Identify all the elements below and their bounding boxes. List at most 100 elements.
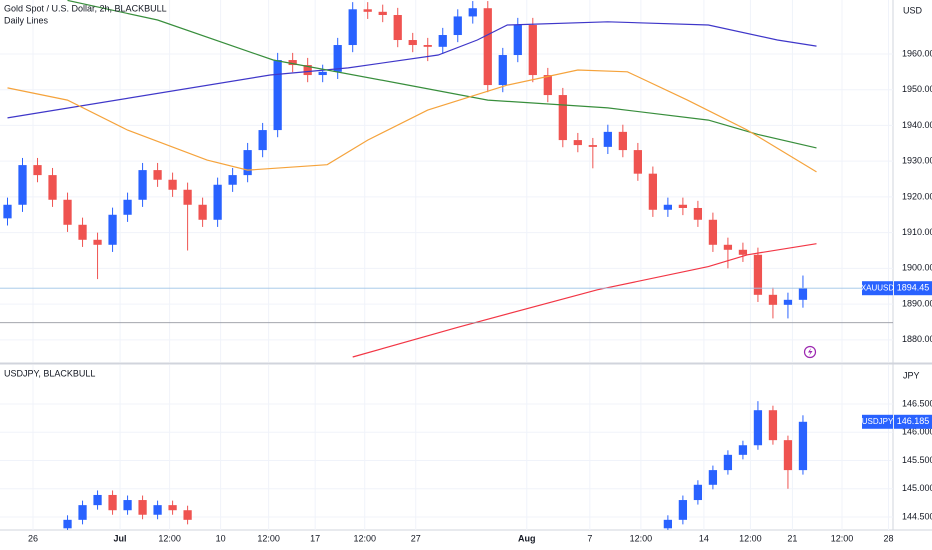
candle-body [798, 288, 808, 300]
indicator-name: Daily Lines [4, 15, 49, 25]
candle-body [3, 204, 12, 219]
candle-body [723, 244, 733, 250]
candle-body [648, 173, 657, 210]
candle-body [273, 60, 282, 131]
candle-body [93, 239, 102, 245]
candle-body [243, 150, 252, 176]
candle-body [483, 8, 492, 86]
last-price-tag [894, 414, 932, 429]
candle-body [78, 224, 87, 240]
usdjpy-pane [0, 365, 893, 530]
y-tick-label: 1930.00 [902, 156, 932, 166]
candle-body [363, 9, 372, 12]
daily-line [67, 0, 817, 149]
pane-title: Gold Spot / U.S. Dollar, 2h, BLACKBULL [4, 3, 167, 13]
candle-body [678, 204, 688, 208]
y-tick-label: 1910.00 [902, 227, 932, 237]
x-tick-label: 28 [883, 533, 893, 543]
x-tick-label: 12:00 [630, 533, 653, 543]
candle-body [738, 249, 748, 255]
candle-body [48, 175, 57, 200]
candle-body [378, 11, 387, 16]
candle-body [783, 440, 793, 471]
candle-body [18, 165, 27, 205]
last-price-label: 146.185 [897, 416, 930, 426]
symbol-tag [862, 414, 893, 429]
candle-body [573, 140, 582, 146]
x-tick-label: 14 [699, 533, 709, 543]
x-tick-label: 27 [411, 533, 421, 543]
candle-body [633, 150, 642, 174]
y-tick-label: 1880.00 [902, 334, 932, 344]
candle-body [738, 445, 748, 455]
last-price-label: 1894.45 [897, 283, 930, 293]
candle-body [288, 60, 297, 66]
candle-body [183, 189, 192, 205]
candle-body [63, 199, 72, 225]
candle-body [393, 15, 402, 41]
x-tick-label: 12:00 [257, 533, 280, 543]
y-tick-label: 1940.00 [902, 120, 932, 130]
candle-body [33, 165, 42, 176]
candle-body [453, 16, 462, 36]
candle-body [498, 55, 507, 86]
candle-body [798, 421, 808, 471]
candle-body [513, 25, 522, 56]
y-tick-label: 1890.00 [902, 298, 932, 308]
symbol-tag-label: XAUUSD [861, 283, 895, 292]
candle-body [108, 494, 117, 511]
y-tick-label: 1960.00 [902, 48, 932, 58]
candle-body [708, 470, 718, 485]
candle-body [693, 484, 703, 501]
daily-line [7, 69, 817, 173]
candle-body [678, 500, 688, 520]
y-tick-label: 1920.00 [902, 191, 932, 201]
candle-body [783, 299, 793, 305]
candle-body [348, 9, 357, 46]
candle-body [168, 179, 177, 190]
candle-body [153, 505, 162, 515]
candle-body [78, 505, 87, 520]
symbol-tag [862, 281, 893, 296]
y-tick-label: 1900.00 [902, 263, 932, 273]
alert-icon[interactable] [803, 345, 817, 359]
candle-body [198, 204, 207, 220]
candle-body [528, 25, 537, 76]
y-tick-label: 145.000 [902, 483, 932, 493]
candle-body [558, 95, 567, 141]
candle-body [438, 35, 447, 47]
candle-body [423, 45, 432, 47]
candle-body [303, 65, 312, 76]
candle-body [63, 519, 72, 529]
candle-body [768, 294, 778, 305]
y-tick-label: 1950.00 [902, 84, 932, 94]
candle-body [228, 175, 237, 185]
x-tick-label: 12:00 [158, 533, 181, 543]
y-tick-label: 145.500 [902, 455, 932, 465]
y-tick-label: 146.500 [902, 398, 932, 408]
x-tick-label: 26 [28, 533, 38, 543]
y-tick-label: 146.000 [902, 427, 932, 437]
symbol-tag-label: USDJPY [862, 417, 894, 426]
x-tick-label: 12:00 [831, 533, 854, 543]
candle-body [708, 219, 718, 245]
axes: 1880.00 1890.00 1900.00 1910.00 1920.00 1930.… [28, 48, 932, 543]
daily-line [7, 21, 817, 119]
candle-body [663, 204, 673, 210]
candle-body [123, 500, 132, 511]
last-price-tag [894, 281, 932, 296]
candle-body [618, 131, 627, 151]
candle-body [753, 410, 763, 446]
x-tick-label: 7 [587, 533, 592, 543]
candle-body [753, 254, 763, 295]
candle-body [723, 454, 733, 471]
x-tick-label: 21 [787, 533, 797, 543]
x-tick-label: Aug [518, 533, 536, 543]
candle-body [468, 8, 477, 17]
candle-body [93, 494, 102, 506]
y-tick-label: 144.500 [902, 511, 932, 521]
x-tick-label: Jul [114, 533, 127, 543]
